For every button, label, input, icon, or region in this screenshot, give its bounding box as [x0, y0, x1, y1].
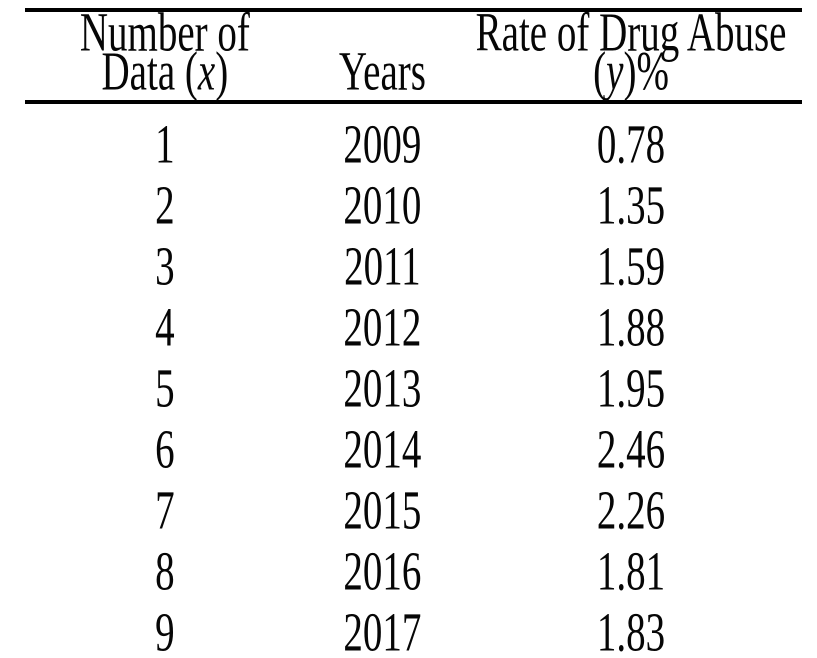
cell-rate: 1.95: [596, 358, 666, 420]
cell-x: 4: [155, 297, 175, 359]
cell-year: 2014: [343, 419, 422, 481]
cell-x: 7: [155, 480, 175, 542]
table-row: 1 2009 0.78: [25, 102, 802, 176]
table-row: 2 2010 1.35: [25, 175, 802, 237]
table-row: 9 2017 1.83: [25, 602, 802, 658]
cell-year: 2016: [343, 541, 422, 603]
header-col1-line1: Number of: [79, 2, 250, 64]
cell-year: 2011: [344, 236, 421, 298]
variable-x: x: [197, 41, 216, 103]
cell-rate: 2.46: [596, 419, 666, 481]
header-number-of-data: Number of Data (x): [25, 5, 305, 103]
cell-year: 2015: [343, 480, 422, 542]
table-row: 6 2014 2.46: [25, 419, 802, 481]
cell-rate: 1.81: [596, 541, 666, 603]
header-rate-of-drug-abuse: Rate of Drug Abuse (y)%: [460, 5, 802, 103]
cell-year: 2012: [343, 297, 422, 359]
cell-x: 5: [155, 358, 175, 420]
cell-x: 3: [155, 236, 175, 298]
table-row: 8 2016 1.81: [25, 541, 802, 603]
header-col3-line1: Rate of Drug Abuse: [475, 2, 787, 64]
table-row: 4 2012 1.88: [25, 297, 802, 359]
header-row: Number of Data (x) Years Rate of Drug Ab…: [25, 5, 802, 103]
table-row: 3 2011 1.59: [25, 236, 802, 298]
header-col1-line2: Data (x): [101, 41, 229, 103]
header-col3-line2: (y)%: [593, 41, 669, 103]
cell-year: 2013: [343, 358, 422, 420]
table-row: 7 2015 2.26: [25, 480, 802, 542]
cell-rate: 1.83: [596, 602, 666, 658]
data-table: Number of Data (x) Years Rate of Drug Ab…: [25, 5, 802, 658]
table-row: 5 2013 1.95: [25, 358, 802, 420]
cell-rate: 2.26: [596, 480, 666, 542]
cell-x: 8: [155, 541, 175, 603]
cell-rate: 1.35: [596, 175, 666, 237]
header-years: Years: [305, 10, 460, 102]
cell-year: 2010: [343, 175, 422, 237]
cell-x: 9: [155, 602, 175, 658]
cell-x: 1: [155, 114, 175, 176]
cell-x: 2: [155, 175, 175, 237]
cell-rate: 0.78: [596, 114, 666, 176]
cell-x: 6: [155, 419, 175, 481]
table-body: 1 2009 0.78 2 2010 1.35 3 2011 1.59 4 20…: [25, 102, 802, 658]
cell-rate: 1.59: [596, 236, 666, 298]
table-header: Number of Data (x) Years Rate of Drug Ab…: [25, 5, 802, 103]
cell-year: 2017: [343, 602, 422, 658]
header-col2-label: Years: [338, 41, 426, 103]
table-container: Number of Data (x) Years Rate of Drug Ab…: [25, 5, 802, 658]
cell-year: 2009: [343, 114, 422, 176]
cell-rate: 1.88: [596, 297, 666, 359]
variable-y: y: [606, 41, 624, 103]
